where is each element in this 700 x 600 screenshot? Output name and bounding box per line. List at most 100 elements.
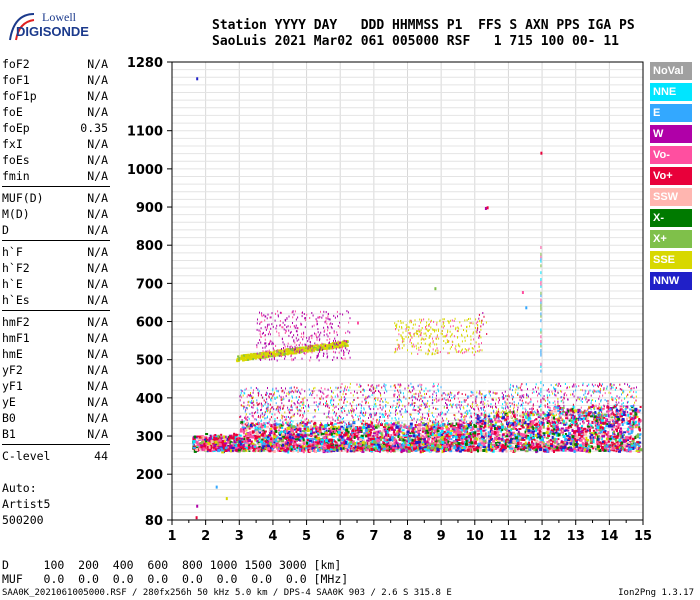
echo-point <box>383 428 386 431</box>
echo-point <box>334 440 336 443</box>
echo-point <box>553 448 557 452</box>
echo-point <box>424 407 426 410</box>
echo-point <box>506 416 510 419</box>
echo-point <box>626 417 628 421</box>
echo-point <box>614 428 618 431</box>
echo-point <box>591 426 594 429</box>
echo-point <box>591 433 594 436</box>
y-tick-label: 80 <box>145 514 163 529</box>
echo-point <box>494 436 498 440</box>
echo-point <box>546 421 549 424</box>
echo-point <box>551 435 554 439</box>
echo-point <box>361 449 365 453</box>
echo-point <box>301 439 304 443</box>
param-value: N/A <box>87 411 108 425</box>
echo-point <box>367 437 370 440</box>
echo-point <box>457 428 460 431</box>
echo-point <box>548 412 551 416</box>
echo-point <box>430 425 433 429</box>
echo-point <box>555 449 558 452</box>
echo-point <box>605 424 609 428</box>
echo-point <box>574 423 577 427</box>
echo-point <box>575 438 579 441</box>
echo-point <box>246 437 250 440</box>
echo-point <box>535 422 539 426</box>
echo-point <box>515 419 519 422</box>
echo-point <box>379 431 382 435</box>
echo-point <box>473 424 477 428</box>
param-row: foE N/A <box>2 104 110 120</box>
echo-point <box>479 445 482 448</box>
echo-point <box>206 442 210 446</box>
echo-point <box>548 432 552 435</box>
x-tick-label: 5 <box>302 529 311 544</box>
echo-point <box>539 436 542 440</box>
echo-point <box>454 447 458 450</box>
echo-point <box>372 443 376 446</box>
echo-point <box>268 430 272 433</box>
echo-point <box>395 407 397 409</box>
echo-point <box>542 425 545 429</box>
echo-point <box>613 433 616 436</box>
echo-point <box>571 429 574 432</box>
echo-point <box>365 443 368 447</box>
echo-point <box>375 424 376 427</box>
echo-point <box>391 444 394 448</box>
echo-point <box>628 446 631 449</box>
echo-point <box>312 441 315 444</box>
echo-point <box>545 443 548 446</box>
param-value: 0.35 <box>80 121 108 135</box>
echo-point <box>302 414 304 417</box>
echo-point <box>445 399 447 401</box>
echo-point <box>312 435 315 438</box>
echo-point <box>393 400 395 403</box>
echo-point <box>462 440 465 444</box>
echo-point <box>290 445 294 449</box>
echo-point <box>502 394 504 396</box>
echo-point <box>489 390 491 393</box>
echo-point <box>298 435 302 438</box>
echo-point <box>544 405 546 408</box>
echo-point <box>627 439 630 442</box>
echo-point <box>361 443 364 447</box>
echo-point <box>483 416 485 419</box>
echo-point <box>437 433 441 437</box>
echo-point <box>535 411 537 414</box>
echo-point <box>537 416 541 419</box>
echo-point <box>522 433 525 437</box>
echo-point <box>204 440 206 444</box>
echo-point <box>350 436 353 439</box>
echo-point <box>393 422 396 426</box>
echo-point <box>581 449 585 452</box>
echo-point <box>426 427 429 430</box>
echo-point <box>638 446 641 450</box>
echo-point <box>368 432 371 435</box>
echo-point <box>223 435 226 439</box>
param-value: N/A <box>87 347 108 361</box>
echo-point <box>429 395 431 398</box>
echo-point <box>543 449 547 452</box>
echo-point <box>308 438 312 440</box>
echo-point <box>513 446 517 450</box>
echo-point <box>197 437 201 441</box>
echo-point <box>411 426 415 430</box>
echo-point <box>527 413 530 417</box>
echo-point <box>256 435 259 439</box>
echo-point <box>533 438 536 441</box>
echo-point <box>481 438 483 441</box>
echo-point <box>394 389 396 392</box>
echo-point <box>579 418 582 421</box>
echo-point <box>248 427 251 430</box>
echo-point <box>261 433 264 437</box>
echo-point <box>422 443 425 446</box>
echo-point <box>393 384 395 387</box>
echo-point <box>482 432 486 436</box>
echo-point <box>531 440 533 444</box>
echo-point <box>286 427 290 430</box>
echo-point <box>490 448 494 452</box>
echo-point <box>424 431 427 435</box>
echo-point <box>258 450 261 453</box>
echo-point <box>295 449 298 452</box>
echo-point <box>453 434 456 438</box>
echo-point <box>514 415 517 419</box>
